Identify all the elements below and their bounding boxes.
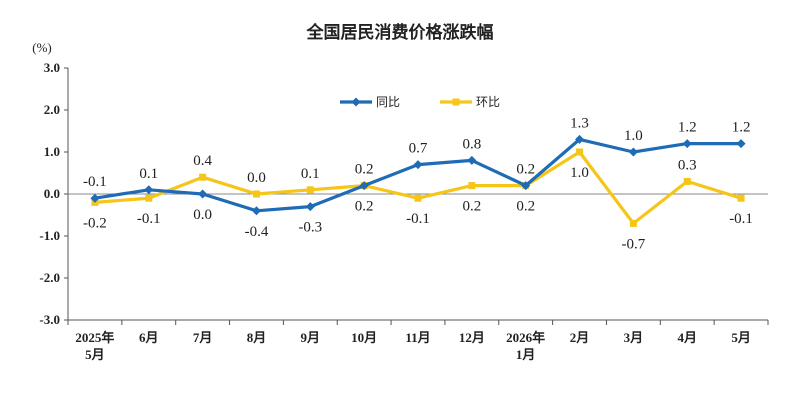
axes-group: 3.0 2.0 1.0 0.0 -1.0 -2.0 -3.0 2025年 5月 6月 7月 8月 9月 1… — [39, 60, 769, 362]
x-tick-label: 10月 — [351, 330, 377, 345]
x-tick-label: 9月 — [301, 330, 321, 345]
data-label-mom: 1.0 — [570, 165, 589, 181]
data-point-yoy — [575, 134, 585, 144]
data-point-mom — [199, 173, 207, 181]
data-point-mom — [252, 190, 260, 198]
data-label-yoy: 0.2 — [516, 162, 535, 178]
x-tick-label: 2月 — [570, 330, 590, 345]
data-label-mom: -0.1 — [406, 211, 430, 227]
data-label-yoy: -0.4 — [245, 224, 269, 240]
data-label-yoy: -0.1 — [83, 174, 107, 190]
x-tick-label-line: 4月 — [677, 330, 697, 345]
x-tick-label: 11月 — [405, 330, 430, 345]
series-group — [90, 134, 746, 227]
data-point-mom — [468, 182, 476, 190]
x-tick-label: 2026年 1月 — [506, 330, 545, 362]
x-tick-label-line: 5月 — [731, 330, 751, 345]
x-tick-label: 2025年 5月 — [75, 330, 114, 362]
y-axis-unit: (%) — [32, 40, 52, 55]
y-tick-label: 1.0 — [44, 144, 60, 159]
x-tick-label: 12月 — [459, 330, 485, 345]
x-tick-label-line: 6月 — [139, 330, 159, 345]
data-point-mom — [576, 148, 584, 156]
data-label-mom: -0.2 — [83, 215, 107, 231]
y-tick-label: 3.0 — [44, 60, 60, 75]
x-tick-label-line: 10月 — [351, 330, 377, 345]
y-tick-label: -3.0 — [39, 312, 60, 327]
data-label-mom: 0.2 — [462, 199, 481, 215]
data-point-mom — [145, 194, 153, 202]
x-tick-label-line: 1月 — [516, 347, 536, 362]
data-point-yoy — [144, 185, 154, 195]
data-point-mom — [306, 186, 314, 194]
y-tick-label: 2.0 — [44, 102, 60, 117]
data-point-yoy — [251, 206, 261, 216]
legend-label-mom: 环比 — [476, 95, 500, 109]
data-point-yoy — [359, 181, 369, 191]
x-tick-label-line: 2月 — [570, 330, 590, 345]
data-point-mom — [683, 177, 691, 185]
data-label-mom: -0.1 — [729, 211, 753, 227]
data-point-mom — [629, 219, 637, 227]
data-label-yoy: 0.0 — [193, 207, 212, 223]
data-label-yoy: -0.3 — [298, 220, 322, 236]
data-point-yoy — [467, 155, 477, 165]
y-tick-label: -1.0 — [39, 228, 60, 243]
data-label-yoy: 1.2 — [678, 120, 697, 136]
data-label-yoy: 0.8 — [462, 136, 481, 152]
data-point-mom — [737, 194, 745, 202]
x-tick-label: 5月 — [731, 330, 751, 345]
data-label-yoy: 0.2 — [355, 162, 374, 178]
data-label-mom: -0.1 — [137, 211, 161, 227]
data-point-yoy — [682, 139, 692, 149]
data-label-mom: 0.1 — [301, 166, 320, 182]
data-label-yoy: 0.1 — [139, 166, 158, 182]
x-tick-label-line: 3月 — [624, 330, 644, 345]
data-label-mom: 0.2 — [516, 199, 535, 215]
x-tick-label-line: 11月 — [405, 330, 430, 345]
data-label-yoy: 1.0 — [624, 128, 643, 144]
legend-label-yoy: 同比 — [376, 95, 400, 109]
data-label-mom: 0.2 — [355, 199, 374, 215]
legend: 同比 环比 — [340, 95, 500, 109]
data-point-yoy — [736, 139, 746, 149]
x-tick-label: 4月 — [677, 330, 697, 345]
chart-title: 全国居民消费价格涨跌幅 — [306, 22, 494, 43]
data-point-yoy — [413, 160, 423, 170]
x-tick-label: 6月 — [139, 330, 159, 345]
data-label-mom: 0.4 — [193, 153, 212, 169]
data-label-mom: -0.7 — [622, 236, 646, 252]
data-point-yoy — [521, 181, 531, 191]
x-tick-label-line: 8月 — [247, 330, 267, 345]
data-point-mom — [414, 194, 422, 202]
x-tick-label-line: 9月 — [301, 330, 321, 345]
data-point-yoy — [198, 189, 208, 199]
data-label-mom: 0.3 — [678, 157, 697, 173]
data-label-yoy: 1.3 — [570, 115, 589, 131]
x-tick-label-line: 2025年 — [75, 330, 114, 345]
x-tick-label-line: 7月 — [193, 330, 213, 345]
data-label-mom: 0.0 — [247, 170, 266, 186]
x-tick-label-line: 5月 — [85, 347, 105, 362]
data-labels-group: -0.1 0.1 0.0 -0.4 -0.3 0.2 0.7 0.8 0.2 1.3 1.0 1.2 1… — [83, 115, 753, 252]
data-point-yoy — [305, 202, 315, 212]
x-tick-label: 3月 — [624, 330, 644, 345]
y-tick-label: 0.0 — [44, 186, 60, 201]
data-point-yoy — [628, 147, 638, 157]
data-point-yoy — [90, 193, 100, 203]
data-label-yoy: 0.7 — [409, 141, 428, 157]
legend-marker-mom — [452, 98, 460, 106]
y-tick-label: -2.0 — [39, 270, 60, 285]
legend-marker-yoy — [351, 97, 361, 107]
x-tick-label: 7月 — [193, 330, 213, 345]
x-tick-label-line: 2026年 — [506, 330, 545, 345]
data-label-yoy: 1.2 — [732, 120, 751, 136]
x-tick-label-line: 12月 — [459, 330, 485, 345]
x-tick-label: 8月 — [247, 330, 267, 345]
